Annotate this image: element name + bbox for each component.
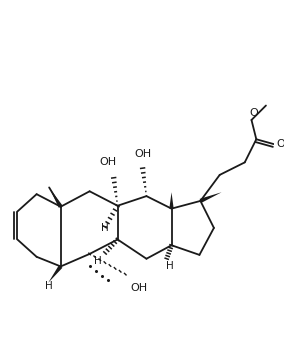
Text: OH: OH	[134, 149, 151, 159]
Text: H: H	[101, 223, 109, 233]
Text: O: O	[249, 108, 258, 118]
Polygon shape	[48, 265, 62, 283]
Polygon shape	[49, 187, 61, 207]
Polygon shape	[200, 192, 222, 203]
Text: H: H	[166, 262, 174, 272]
Text: H: H	[45, 281, 53, 291]
Polygon shape	[49, 187, 62, 208]
Text: O: O	[277, 139, 284, 149]
Polygon shape	[169, 192, 174, 209]
Text: H: H	[94, 256, 102, 266]
Text: OH: OH	[130, 283, 147, 293]
Text: OH: OH	[99, 157, 116, 167]
